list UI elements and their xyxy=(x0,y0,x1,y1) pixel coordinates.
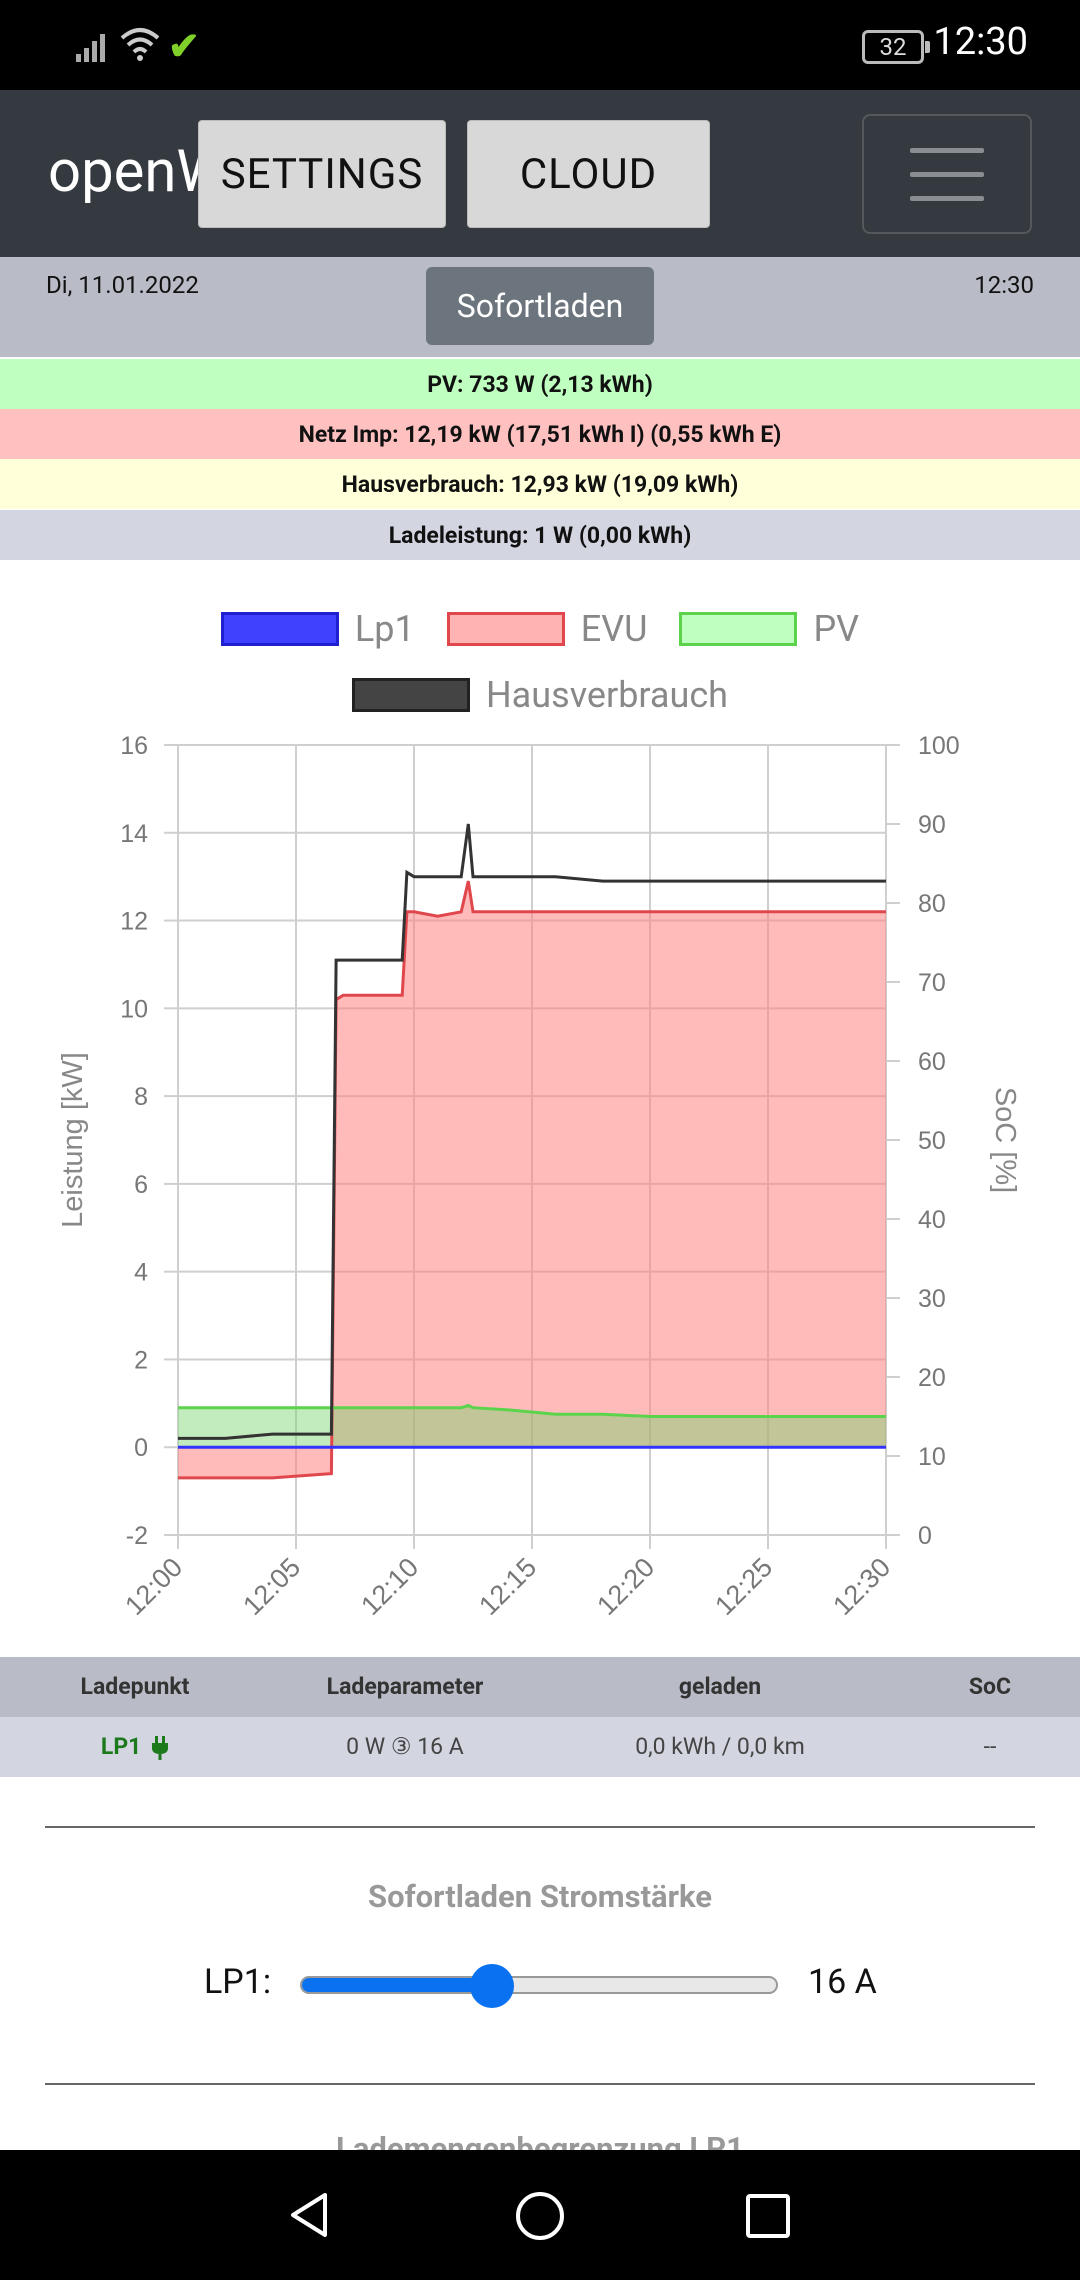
y-tick-label: 6 xyxy=(134,1171,148,1199)
battery-icon: 32 xyxy=(862,30,930,64)
header-geladen: geladen xyxy=(678,1673,762,1700)
status-time: 12:30 xyxy=(933,20,1028,64)
y-tick-label: 4 xyxy=(134,1259,148,1287)
y-tick-label: -2 xyxy=(126,1522,148,1550)
chart-legend-row2: Hausverbrauch xyxy=(0,674,1080,716)
geladen-cell: 0,0 kWh / 0,0 km xyxy=(635,1733,805,1760)
chart-legend: Lp1 EVU PV xyxy=(0,608,1080,650)
x-tick-label: 12:05 xyxy=(237,1552,306,1621)
header-ladepunkt: Ladepunkt xyxy=(80,1673,190,1700)
x-tick-label: 12:25 xyxy=(709,1552,778,1621)
y2-tick-label: 40 xyxy=(918,1206,946,1234)
x-tick-label: 12:20 xyxy=(591,1552,660,1621)
legend-pv[interactable]: PV xyxy=(679,608,859,650)
plug-icon xyxy=(152,1735,169,1760)
evu-area xyxy=(178,881,886,1478)
y-tick-label: 0 xyxy=(134,1434,148,1462)
y2-tick-label: 60 xyxy=(918,1048,946,1076)
y2-axis-label: SoC [%] xyxy=(989,1087,1021,1193)
pv-area xyxy=(178,1405,886,1448)
date-bar: Di, 11.01.2022 Sofortladen 12:30 xyxy=(0,257,1080,357)
slider-value: 16 A xyxy=(808,1962,877,2002)
x-tick-label: 12:10 xyxy=(355,1552,424,1621)
y2-tick-label: 70 xyxy=(918,969,946,997)
slider-fill xyxy=(302,1978,492,1992)
mode-button[interactable]: Sofortladen xyxy=(426,267,654,345)
y-tick-label: 10 xyxy=(120,995,148,1023)
y2-tick-label: 10 xyxy=(918,1443,946,1471)
y2-tick-label: 0 xyxy=(918,1522,932,1550)
x-tick-label: 12:15 xyxy=(473,1552,542,1621)
date-text: Di, 11.01.2022 xyxy=(46,271,199,299)
x-tick-label: 12:30 xyxy=(827,1552,896,1621)
y-tick-label: 8 xyxy=(134,1083,148,1111)
legend-evu[interactable]: EVU xyxy=(446,608,647,650)
y2-tick-label: 90 xyxy=(918,811,946,839)
divider xyxy=(45,1826,1035,1828)
time-text: 12:30 xyxy=(974,271,1034,299)
y-tick-label: 16 xyxy=(120,732,148,760)
hausverbrauch-line xyxy=(178,823,886,1440)
home-icon[interactable] xyxy=(514,2190,566,2242)
pv-line xyxy=(178,1403,886,1418)
x-tick-label: 12:00 xyxy=(119,1552,188,1621)
brand-logo[interactable]: openWB xyxy=(48,138,208,206)
pv-info: PV: 733 W (2,13 kWh) xyxy=(0,359,1080,409)
cloud-button[interactable]: CLOUD xyxy=(467,120,710,228)
settings-button[interactable]: SETTINGS xyxy=(198,120,446,228)
slider-thumb[interactable] xyxy=(469,1964,514,2008)
table-header: Ladepunkt Ladeparameter geladen SoC xyxy=(0,1657,1080,1717)
y2-tick-label: 30 xyxy=(918,1285,946,1313)
legend-lp1[interactable]: Lp1 xyxy=(220,608,415,650)
lp1-cell[interactable]: LP1 xyxy=(40,1717,230,1777)
y2-tick-label: 100 xyxy=(918,732,960,760)
slider-label: LP1: xyxy=(204,1962,272,2002)
y2-tick-label: 50 xyxy=(918,1127,946,1155)
haus-info: Hausverbrauch: 12,93 kW (19,09 kWh) xyxy=(0,459,1080,509)
soc-cell: -- xyxy=(983,1733,997,1760)
navbar: openWB SETTINGS CLOUD xyxy=(0,90,1080,257)
legend-hausverbrauch[interactable]: Hausverbrauch xyxy=(352,674,728,716)
wifi-icon xyxy=(120,28,160,61)
power-chart: 1614121086420-2100908070605040302010012:… xyxy=(57,732,1021,1621)
netz-info: Netz Imp: 12,19 kW (17,51 kWh I) (0,55 k… xyxy=(0,409,1080,459)
hamburger-icon[interactable] xyxy=(862,114,1032,234)
lp1-label: LP1 xyxy=(100,1733,142,1760)
ladeparameter-cell: 0 W ③ 16 A xyxy=(346,1733,464,1760)
current-slider[interactable] xyxy=(300,1964,778,2008)
signal-icon xyxy=(76,30,106,62)
recents-icon[interactable] xyxy=(744,2192,792,2240)
y-axis-label: Leistung [kW] xyxy=(57,1052,89,1228)
header-soc: SoC xyxy=(968,1673,1012,1700)
check-icon: ✔ xyxy=(168,25,200,69)
y-tick-label: 12 xyxy=(120,908,148,936)
status-bar: ✔ 32 12:30 xyxy=(0,0,1080,90)
header-ladeparameter: Ladeparameter xyxy=(326,1673,484,1700)
android-nav-bar xyxy=(0,2150,1080,2280)
y2-tick-label: 80 xyxy=(918,890,946,918)
divider-2 xyxy=(45,2083,1035,2085)
lade-info: Ladeleistung: 1 W (0,00 kWh) xyxy=(0,510,1080,560)
y2-tick-label: 20 xyxy=(918,1364,946,1392)
y-tick-label: 14 xyxy=(120,820,148,848)
y-tick-label: 2 xyxy=(134,1346,148,1374)
sofortladen-title: Sofortladen Stromstärke xyxy=(367,1878,712,1915)
back-icon[interactable] xyxy=(285,2190,335,2240)
table-row[interactable]: LP1 0 W ③ 16 A 0,0 kWh / 0,0 km -- xyxy=(0,1717,1080,1777)
